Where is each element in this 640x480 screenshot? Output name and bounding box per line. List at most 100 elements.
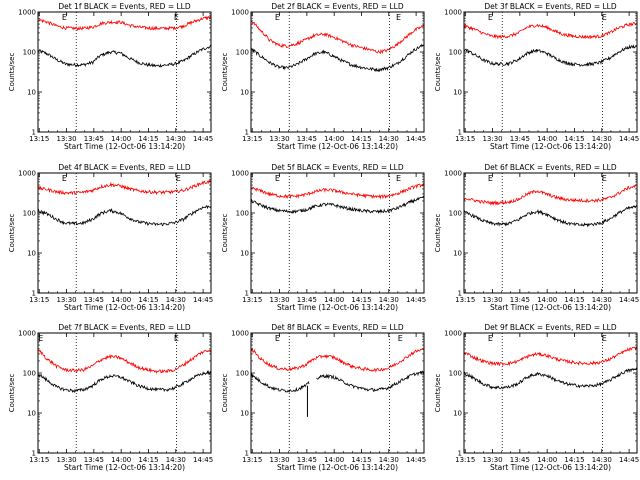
x-tick-label: 13:30 (482, 296, 502, 304)
series-lld (250, 347, 425, 373)
plot-frame (463, 172, 638, 294)
y-tick-label: 100 (23, 210, 36, 218)
x-tick-label: 13:45 (84, 456, 104, 464)
y-tick-label: 100 (236, 210, 249, 218)
marker-label: E (174, 13, 179, 22)
x-tick-label: 13:30 (56, 135, 76, 143)
chart-panel-1: Det 1f BLACK = Events, RED = LLD E E 1 10 100… (8, 2, 213, 151)
y-tick-label: 1000 (231, 9, 249, 17)
x-tick-label: 14:00 (537, 135, 557, 143)
x-tick-label: 13:15 (242, 296, 262, 304)
chart-title: Det 3f BLACK = Events, RED = LLD (484, 2, 617, 11)
series-lld (250, 182, 425, 200)
chart-panel-5: Det 5f BLACK = Events, RED = LLD E E 1 10 100… (221, 163, 426, 312)
x-tick-label: 14:30 (379, 296, 399, 304)
x-tick-label: 14:00 (324, 456, 344, 464)
x-tick-label: 13:45 (510, 456, 530, 464)
x-tick-label: 14:45 (193, 135, 213, 143)
x-tick-label: 14:45 (193, 296, 213, 304)
x-tick-label: 14:45 (619, 296, 639, 304)
chart-panel-9: Det 9f BLACK = Events, RED = LLD E E 1 10 100… (434, 323, 639, 472)
y-tick-label: 100 (449, 49, 462, 57)
x-tick-label: 14:30 (166, 296, 186, 304)
x-tick-label: 14:30 (166, 456, 186, 464)
x-tick-label: 13:30 (482, 456, 502, 464)
x-tick-label: 14:45 (406, 296, 426, 304)
chart-title: Det 2f BLACK = Events, RED = LLD (271, 2, 404, 11)
chart-title: Det 8f BLACK = Events, RED = LLD (271, 323, 404, 332)
y-tick-label: 10 (27, 250, 36, 258)
y-tick-label: 1 (32, 129, 36, 137)
marker-label: E (275, 13, 280, 22)
x-tick-label: 14:15 (351, 456, 371, 464)
x-tick-label: 13:30 (269, 135, 289, 143)
series-events (463, 205, 638, 228)
x-tick-label: 14:45 (619, 456, 639, 464)
chart-panel-4: Det 4f BLACK = Events, RED = LLD E E 1 10 100… (8, 163, 213, 312)
y-axis-label: Counts/sec (221, 53, 229, 92)
marker-label: E (275, 334, 280, 343)
series-events (37, 205, 212, 227)
x-tick-label: 13:45 (297, 296, 317, 304)
x-tick-label: 14:30 (379, 456, 399, 464)
marker-label: E (602, 13, 607, 22)
x-tick-label: 14:45 (193, 456, 213, 464)
y-tick-label: 10 (453, 250, 462, 258)
y-axis-label: Counts/sec (8, 374, 16, 413)
series-events (250, 195, 425, 214)
chart-title: Det 5f BLACK = Events, RED = LLD (271, 163, 404, 172)
marker-label: E (396, 174, 401, 183)
x-tick-label: 14:30 (379, 135, 399, 143)
chart-title: Det 1f BLACK = Events, RED = LLD (58, 2, 191, 11)
y-tick-label: 10 (240, 410, 249, 418)
y-tick-label: 1000 (18, 170, 36, 178)
plot-frame (463, 11, 638, 133)
series-events (463, 44, 638, 67)
plot-frame (37, 11, 212, 133)
series-lld (463, 22, 637, 40)
x-tick-label: 14:15 (564, 135, 584, 143)
y-tick-label: 100 (236, 370, 249, 378)
y-axis-label: Counts/sec (8, 53, 16, 92)
marker-label: E (396, 13, 401, 22)
y-tick-label: 1000 (231, 170, 249, 178)
x-tick-label: 14:15 (138, 135, 158, 143)
x-tick-label: 13:15 (242, 135, 262, 143)
y-tick-label: 1 (245, 290, 249, 298)
x-tick-label: 14:30 (592, 296, 612, 304)
x-tick-label: 14:15 (138, 296, 158, 304)
plot-frame (250, 172, 425, 294)
y-axis-label: Counts/sec (434, 53, 442, 92)
x-tick-label: 13:45 (84, 135, 104, 143)
x-tick-label: 14:45 (619, 135, 639, 143)
series-events (37, 44, 212, 68)
y-axis-label: Counts/sec (8, 214, 16, 253)
x-tick-label: 13:15 (29, 296, 49, 304)
x-tick-label: 14:45 (406, 456, 426, 464)
x-tick-label: 14:00 (537, 296, 557, 304)
x-tick-label: 14:00 (324, 135, 344, 143)
marker-label: E (488, 334, 493, 343)
series-events (37, 369, 212, 393)
chart-panel-8: Det 8f BLACK = Events, RED = LLD E E 1 10 100… (221, 323, 426, 472)
x-tick-label: 14:15 (351, 296, 371, 304)
x-tick-label: 13:15 (29, 135, 49, 143)
x-axis-label: Start Time (12-Oct-06 13:14:20) (64, 303, 185, 312)
chart-title: Det 4f BLACK = Events, RED = LLD (58, 163, 191, 172)
marker-label: E (176, 174, 181, 183)
x-axis-label: Start Time (12-Oct-06 13:14:20) (490, 303, 611, 312)
x-tick-label: 14:45 (406, 135, 426, 143)
marker-label: E (62, 174, 67, 183)
x-tick-label: 13:15 (455, 135, 475, 143)
x-tick-label: 14:30 (592, 456, 612, 464)
y-tick-label: 1000 (231, 330, 249, 338)
chart-panel-6: Det 6f BLACK = Events, RED = LLD E E 1 10 100… (434, 163, 639, 312)
series-events (250, 43, 424, 73)
x-tick-label: 14:15 (564, 296, 584, 304)
series-lld (463, 184, 637, 206)
series-events (463, 367, 638, 390)
x-axis-label: Start Time (12-Oct-06 13:14:20) (490, 463, 611, 472)
x-tick-label: 13:30 (269, 456, 289, 464)
y-tick-label: 1000 (18, 330, 36, 338)
